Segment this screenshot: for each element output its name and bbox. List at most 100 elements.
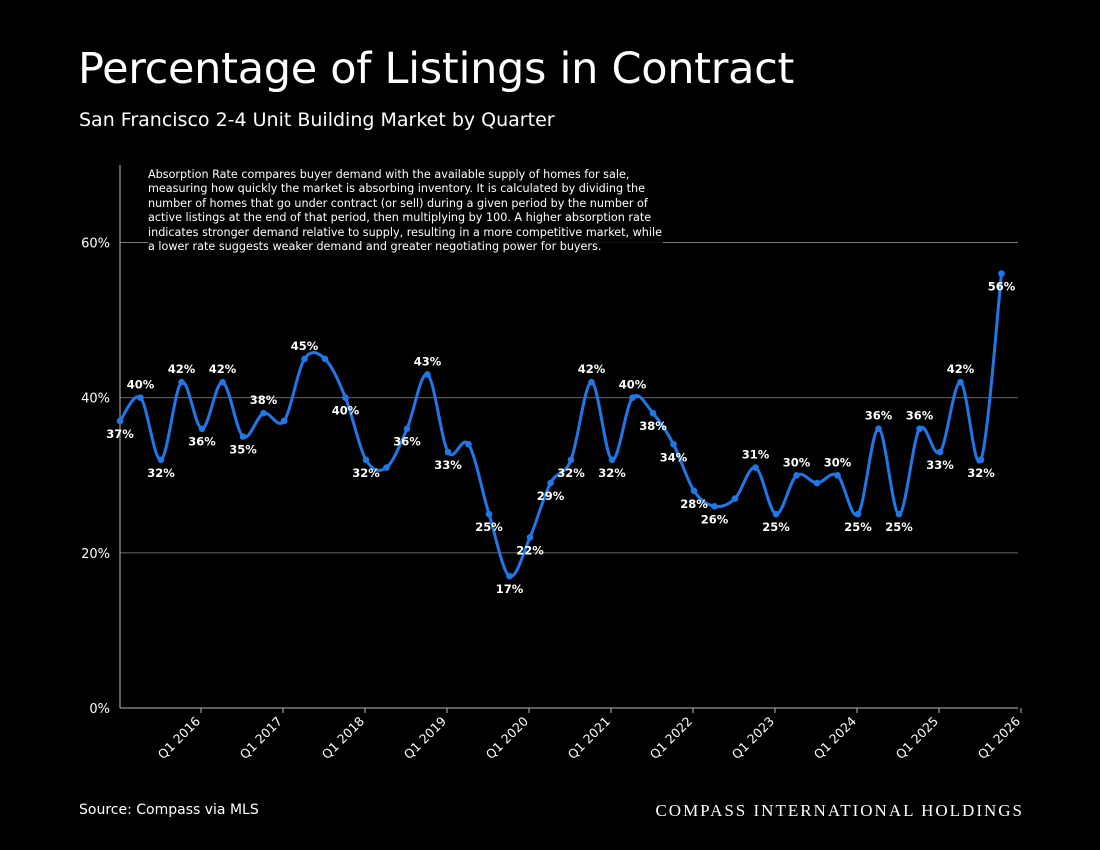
x-tick-label: Q1 2018 (319, 713, 368, 762)
data-label: 33% (926, 458, 954, 472)
data-point (342, 394, 349, 402)
y-tick-label: 60% (81, 237, 110, 252)
x-tick-label: Q1 2016 (155, 713, 204, 762)
y-tick-label: 0% (89, 702, 110, 717)
axis-layer: 0% 20% 40% 60% Q1 2016 Q1 2017 Q1 2018 Q1 2019 Q… (81, 165, 1023, 762)
data-label: 40% (332, 404, 360, 418)
data-point (526, 534, 534, 541)
data-label-layer: 37% 40% 32% 42% 36% 42% 35% 38% 45% 40% 32% 36% 43% 3… (106, 280, 1016, 597)
x-tick-label: Q1 2020 (483, 713, 532, 762)
x-tick-label: Q1 2023 (729, 714, 777, 762)
data-point (280, 417, 288, 425)
data-point (260, 409, 267, 417)
data-point (793, 471, 800, 479)
data-point (977, 456, 985, 464)
data-point (916, 425, 923, 433)
data-label: 38% (639, 419, 667, 433)
brand-logo-text: COMPASS INTERNATIONAL HOLDINGS (655, 801, 1024, 820)
data-point (731, 495, 739, 502)
data-label: 45% (291, 339, 319, 353)
data-label: 36% (188, 435, 216, 449)
data-label: 31% (742, 448, 770, 462)
data-label: 25% (885, 520, 913, 534)
data-label: 30% (824, 455, 852, 469)
x-tick-label: Q1 2024 (811, 713, 860, 762)
series-layer (116, 270, 1005, 580)
data-label: 42% (947, 362, 975, 376)
data-label: 25% (844, 520, 872, 534)
data-label: 40% (127, 378, 155, 392)
data-label: 36% (906, 409, 934, 423)
data-label: 32% (598, 466, 626, 480)
data-label: 42% (168, 362, 196, 376)
data-point (936, 448, 944, 456)
data-label: 36% (865, 409, 893, 423)
x-tick-label: Q1 2025 (893, 714, 941, 762)
x-tick-label: Q1 2022 (647, 714, 695, 762)
data-point (321, 355, 329, 363)
y-tick-label: 40% (81, 392, 110, 407)
chart-subtitle: San Francisco 2-4 Unit Building Market b… (79, 109, 555, 131)
data-point (608, 456, 616, 464)
data-point (137, 394, 144, 402)
data-point (239, 433, 247, 440)
data-point (178, 378, 185, 386)
data-point (875, 425, 882, 433)
data-label: 35% (229, 443, 257, 457)
data-label: 32% (352, 466, 380, 480)
data-point (465, 440, 472, 448)
data-point (752, 464, 759, 471)
data-label: 34% (660, 450, 688, 464)
source-note: Source: Compass via MLS (79, 802, 259, 818)
x-tick-label: Q1 2026 (975, 713, 1024, 762)
data-label: 42% (578, 362, 606, 376)
data-label: 32% (557, 466, 585, 480)
data-point (854, 510, 862, 518)
data-point (834, 471, 841, 479)
x-tick-label: Q1 2017 (237, 714, 285, 762)
data-label: 43% (414, 354, 442, 368)
data-point (711, 503, 718, 510)
data-label: 42% (209, 362, 237, 376)
data-point (424, 371, 431, 378)
data-point (547, 479, 554, 487)
absorption-rate-note: Absorption Rate compares buyer demand wi… (148, 168, 663, 255)
data-point (895, 510, 903, 518)
data-point (383, 464, 390, 471)
data-label: 22% (516, 543, 544, 557)
data-point (301, 355, 308, 363)
data-label: 38% (250, 393, 278, 407)
data-point (670, 440, 677, 448)
data-point (157, 456, 165, 464)
data-label: 30% (783, 455, 811, 469)
data-label: 25% (762, 520, 790, 534)
x-tick-label: Q1 2019 (401, 713, 450, 762)
data-label: 29% (537, 489, 565, 503)
data-point (403, 425, 411, 433)
data-point (629, 394, 636, 402)
data-point (957, 378, 964, 386)
data-point (362, 456, 370, 464)
x-tick-label: Q1 2021 (565, 714, 613, 762)
chart-title: Percentage of Listings in Contract (78, 44, 795, 94)
data-point (485, 510, 493, 518)
data-point (772, 510, 780, 518)
data-point (219, 378, 226, 386)
data-point (690, 487, 698, 495)
data-point (506, 572, 513, 580)
data-point (588, 378, 595, 386)
data-point (998, 270, 1005, 277)
data-point (813, 479, 821, 487)
data-label: 17% (496, 582, 524, 596)
data-label: 36% (393, 435, 421, 449)
data-point (444, 448, 452, 456)
data-label: 32% (967, 466, 995, 480)
data-label: 40% (619, 378, 647, 392)
data-point (198, 425, 206, 433)
data-label: 56% (988, 280, 1016, 294)
data-label: 28% (680, 497, 708, 511)
data-label: 33% (434, 458, 462, 472)
y-tick-label: 20% (81, 547, 110, 562)
data-label: 32% (147, 466, 175, 480)
